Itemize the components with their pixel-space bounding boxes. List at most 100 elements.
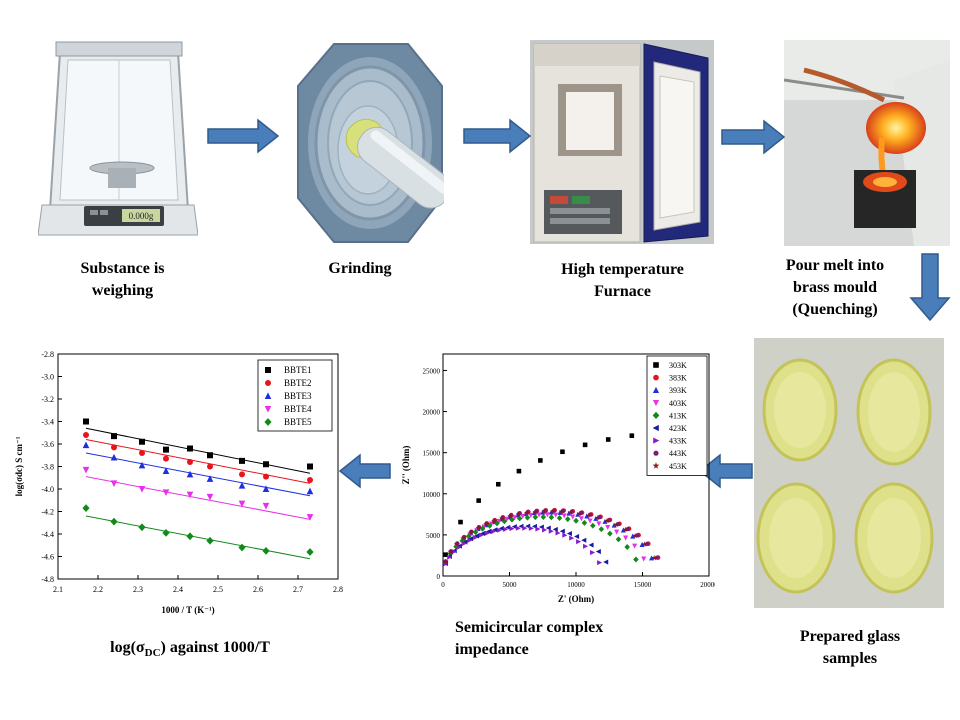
caption-pour-line1: Pour melt into	[785, 257, 885, 274]
chart1-xtick-label: 2.1	[53, 585, 63, 594]
chart2-point-423K	[492, 527, 498, 533]
mortar-pestle-photo	[296, 38, 444, 246]
chart2-point-423K	[486, 528, 492, 534]
arrow-furnace-to-pour	[721, 119, 786, 155]
chart1-ytick-label: -3.4	[41, 418, 54, 427]
chart2-point-433K	[590, 550, 596, 556]
chart2-legend-label: 403K	[669, 399, 687, 408]
chart2-point-413K	[494, 520, 500, 527]
chart2-legend-label: 453K	[669, 462, 687, 471]
chart2-point-413K	[479, 525, 486, 532]
chart2-point-413K	[564, 516, 571, 523]
chart2-point-433K	[548, 528, 554, 534]
chart2-point-423K	[473, 533, 480, 539]
chart1-point-BBTE3	[110, 453, 118, 461]
chart2-point-423K	[566, 531, 572, 537]
chart2-point-453K	[622, 526, 629, 532]
chart2-point-433K	[484, 530, 490, 536]
chart1-xtick-label: 2.4	[173, 585, 183, 594]
chart2-point-393K	[593, 515, 599, 521]
chart2-point-423K	[511, 524, 517, 530]
chart2-point-423K	[559, 528, 565, 534]
caption-pour-line3: (Quenching)	[792, 301, 878, 318]
chart1-point-BBTE5	[186, 532, 194, 541]
chart2-legend-marker	[653, 450, 659, 456]
chart2-point-393K	[575, 511, 581, 517]
chart1-fit-BBTE2	[85, 439, 311, 484]
chart2-point-453K	[515, 511, 522, 517]
chart2-point-423K	[595, 549, 601, 555]
caption-impedance-line1: Semicircular complex	[455, 619, 604, 636]
chart1-point-BBTE3	[262, 485, 270, 492]
chart2-xtick-label: 15000	[634, 581, 652, 589]
chart2-point-423K	[518, 523, 524, 529]
chart2-point-453K	[442, 558, 449, 565]
chart2-point-433K	[462, 540, 468, 546]
chart2-point-423K	[603, 559, 609, 565]
chart2-point-403K	[561, 513, 567, 519]
chart2-point-453K	[651, 554, 657, 561]
chart2-point-433K	[528, 525, 534, 531]
chart2-point-413K	[556, 514, 563, 521]
caption-samples-line1: Prepared glass	[799, 628, 901, 645]
chart1-legend-marker	[264, 392, 272, 399]
chart2-point-303K	[560, 449, 565, 455]
chart2-point-303K	[538, 458, 543, 463]
chart2-ytick-label: 25000	[423, 367, 441, 375]
chart2-point-453K	[558, 508, 565, 515]
chart2-point-453K	[483, 521, 489, 527]
caption-samples-line2: samples	[822, 650, 878, 667]
chart1-point-BBTE2	[163, 455, 169, 462]
chart1-point-BBTE2	[207, 463, 213, 470]
chart1-fit-BBTE4	[85, 476, 311, 520]
chart2-xlabel: Z' (Ohm)	[558, 594, 594, 604]
arrow-grind-to-furnace	[463, 118, 532, 154]
chart2-ytick-label: 15000	[423, 450, 441, 458]
chart2-point-453K	[613, 521, 620, 528]
chart2-point-413K	[516, 515, 523, 522]
chart2-legend-label: 423K	[669, 424, 687, 433]
chart2-point-303K	[516, 468, 522, 474]
chart2-point-413K	[581, 519, 588, 526]
chart2-point-433K	[555, 530, 561, 536]
chart2-point-413K	[624, 544, 630, 551]
arrow-samples-to-impedance	[698, 453, 753, 489]
chart1-point-BBTE4	[110, 480, 118, 487]
chart2-point-453K	[499, 515, 505, 521]
chart1-point-BBTE4	[186, 491, 194, 499]
glass-samples-photo	[754, 338, 944, 608]
caption-pour: Pour melt into brass mould (Quenching)	[760, 255, 910, 321]
chart2-point-413K	[548, 514, 555, 521]
furnace-photo	[530, 40, 714, 244]
chart1-ytick-label: -4.2	[41, 508, 54, 517]
chart2-point-433K	[542, 527, 548, 533]
caption-weighing-line1: Substance is	[80, 260, 165, 277]
chart2-point-413K	[598, 526, 605, 533]
caption-conductivity: log(σDC) against 1000/T	[70, 637, 310, 664]
chart1-point-BBTE1	[263, 461, 269, 468]
chart2-ytick-label: 10000	[423, 491, 441, 499]
chart2-point-453K	[468, 529, 474, 535]
chart1-legend-marker	[264, 406, 272, 413]
chart1-ytick-label: -3.0	[41, 373, 54, 382]
impedance-chart: 0 5000 10000 15000 20000 25000 0 5000 10000 15000…	[401, 353, 715, 604]
chart2-point-413K	[573, 517, 579, 524]
chart2-xtick-label: 20000	[700, 581, 715, 589]
chart2-point-453K	[585, 512, 592, 518]
chart1-point-BBTE1	[111, 433, 117, 440]
chart2-point-453K	[594, 514, 601, 521]
chart1-point-BBTE2	[239, 471, 245, 478]
chart2-point-453K	[632, 532, 638, 539]
chart1-fit-BBTE3	[85, 452, 311, 497]
chart2-point-413K	[540, 514, 547, 520]
chart2-ytick-label: 5000	[426, 532, 441, 540]
chart2-legend-marker	[652, 462, 660, 469]
chart2-point-433K	[569, 535, 575, 541]
arrow-pour-to-samples	[909, 253, 951, 322]
caption-pour-line2: brass mould	[792, 279, 878, 296]
chart2-point-453K	[454, 541, 460, 547]
pour-melt-photo	[784, 40, 950, 246]
caption-grinding: Grinding	[300, 258, 420, 280]
chart2-point-403K	[623, 535, 629, 541]
caption-furnace-line2: Furnace	[594, 283, 651, 300]
